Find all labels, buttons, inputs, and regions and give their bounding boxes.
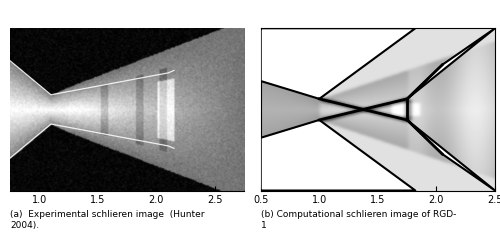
Text: (b) Computational schlieren image of RGD-
1: (b) Computational schlieren image of RGD… (260, 210, 456, 230)
Polygon shape (407, 28, 495, 99)
Polygon shape (260, 120, 416, 190)
Polygon shape (407, 120, 495, 190)
Polygon shape (260, 28, 416, 99)
Text: (a)  Experimental schlieren image  (Hunter
2004).: (a) Experimental schlieren image (Hunter… (10, 210, 204, 230)
